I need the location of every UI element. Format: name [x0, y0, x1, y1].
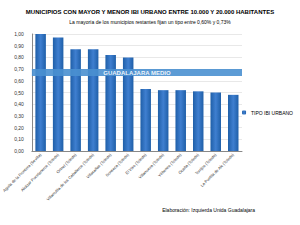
- svg-text:Sonseca (Toledo): Sonseca (Toledo): [104, 152, 130, 178]
- svg-text:0,90: 0,90: [14, 43, 24, 49]
- svg-text:Villarrubia de los Caballeros: Villarrubia de los Caballeros (Toledo): [45, 152, 95, 202]
- svg-text:MUNICIPIOS CON MAYOR Y MENOR I: MUNICIPIOS CON MAYOR Y MENOR IBI URBANO …: [26, 9, 274, 15]
- svg-text:0,20: 0,20: [14, 125, 24, 131]
- svg-text:Ocaña (Toledo): Ocaña (Toledo): [177, 152, 200, 175]
- svg-text:La Puebla de Alc (Toledo): La Puebla de Alc (Toledo): [199, 152, 235, 188]
- svg-text:Alcázar Pucelaneros (Toledo): Alcázar Pucelaneros (Toledo): [20, 152, 61, 193]
- svg-text:Villacañas (Toledo): Villacañas (Toledo): [85, 152, 113, 180]
- svg-text:0,10: 0,10: [14, 136, 24, 142]
- svg-text:0,40: 0,40: [14, 101, 24, 107]
- svg-text:0,00: 0,00: [14, 148, 24, 154]
- svg-text:Orinet (Toledo): Orinet (Toledo): [55, 152, 78, 175]
- svg-text:GUADALAJARA MEDIO: GUADALAJARA MEDIO: [103, 70, 171, 76]
- svg-text:Elaboración: Izquierda Unida G: Elaboración: Izquierda Unida Guadalajara: [162, 207, 255, 213]
- svg-text:La mayoría de los municipios r: La mayoría de los municipios restantes f…: [69, 19, 231, 25]
- svg-text:El Viso (Toledo): El Viso (Toledo): [124, 152, 148, 176]
- svg-text:0,60: 0,60: [14, 78, 24, 84]
- svg-text:0,70: 0,70: [14, 66, 24, 72]
- svg-text:Villanueva (Toledo): Villanueva (Toledo): [137, 152, 165, 180]
- svg-text:Aguila de la Frontera (Sevilla: Aguila de la Frontera (Sevilla): [1, 152, 43, 193]
- svg-text:0,50: 0,50: [14, 90, 24, 96]
- svg-text:0,30: 0,30: [14, 113, 24, 119]
- svg-text:Yébenes (Toledo): Yébenes (Toledo): [156, 152, 183, 178]
- svg-text:0,80: 0,80: [14, 54, 24, 60]
- svg-text:1,00: 1,00: [14, 31, 24, 37]
- svg-text:Torrijos (Toledo): Torrijos (Toledo): [193, 152, 218, 176]
- svg-text:TIPO IBI URBANO: TIPO IBI URBANO: [251, 110, 293, 116]
